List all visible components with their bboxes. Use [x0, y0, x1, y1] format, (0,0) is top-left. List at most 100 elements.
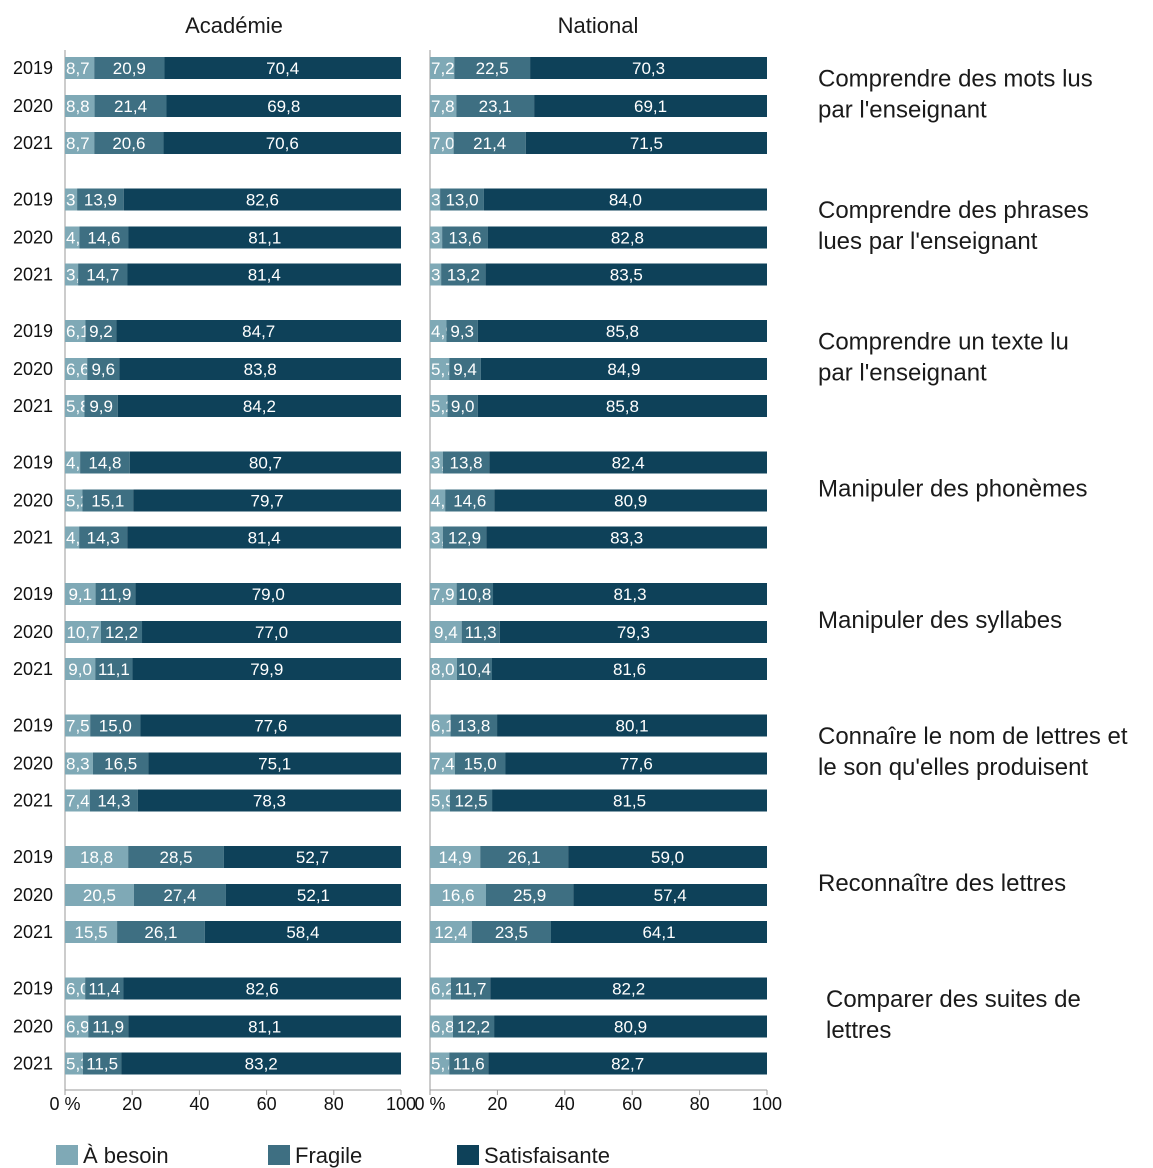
- bar-segment-satisfaisante: [497, 714, 767, 737]
- bar-segment-besoin: [65, 451, 81, 474]
- bar-segment-satisfaisante: [488, 1052, 767, 1075]
- data-label-besoin: 8,7: [66, 59, 90, 78]
- data-label-besoin: 9,0: [68, 660, 92, 679]
- year-label: 2019: [13, 58, 53, 78]
- data-label-besoin: 6,9: [66, 1018, 90, 1037]
- data-label-besoin: 7,5: [66, 717, 90, 736]
- data-label-fragile: 11,3: [465, 623, 497, 642]
- data-label-besoin: 7,2: [431, 59, 455, 78]
- bar-segment-satisfaisante: [568, 846, 767, 868]
- data-label-besoin: 15,5: [74, 923, 107, 942]
- data-label-fragile: 14,6: [453, 492, 486, 511]
- data-label-fragile: 11,9: [92, 1018, 124, 1037]
- bar-segment-besoin: [65, 1015, 89, 1038]
- data-label-satisfaisante: 70,4: [266, 59, 299, 78]
- data-label-besoin: 10,7: [66, 623, 99, 642]
- bar-segment-fragile: [85, 977, 124, 1000]
- bar-segment-besoin: [65, 658, 96, 680]
- bar-segment-fragile: [450, 714, 498, 737]
- data-label-besoin: 6,0: [66, 980, 90, 999]
- legend-label-satisfaisante: Satisfaisante: [484, 1143, 610, 1168]
- bar-segment-fragile: [95, 583, 136, 605]
- bar-segment-satisfaisante: [133, 489, 401, 512]
- skill-label: par l'enseignant: [818, 97, 987, 124]
- data-label-fragile: 14,6: [87, 229, 120, 248]
- bar-segment-satisfaisante: [225, 884, 401, 906]
- panel-title-national: National: [558, 13, 639, 38]
- data-label-besoin: 7,8: [431, 97, 455, 116]
- year-label: 2020: [13, 96, 53, 116]
- data-label-besoin: 18,8: [80, 848, 113, 867]
- tick-label-academie: 0 %: [49, 1094, 80, 1114]
- tick-label-academie: 80: [324, 1094, 344, 1114]
- bar-segment-satisfaisante: [117, 395, 401, 417]
- bar-segment-satisfaisante: [164, 57, 401, 79]
- bar-segment-fragile: [94, 57, 165, 79]
- data-label-satisfaisante: 79,7: [251, 492, 284, 511]
- data-label-fragile: 14,8: [88, 454, 121, 473]
- bar-segment-besoin: [430, 57, 455, 79]
- bar-segment-besoin: [430, 226, 443, 249]
- data-label-besoin: 6,6: [66, 360, 90, 379]
- data-label-fragile: 12,2: [457, 1018, 490, 1037]
- bar-segment-fragile: [87, 358, 120, 380]
- bar-segment-fragile: [82, 1052, 122, 1075]
- bar-segment-fragile: [456, 95, 535, 117]
- bar-segment-besoin: [430, 320, 447, 342]
- year-label: 2019: [13, 847, 53, 867]
- data-label-fragile: 13,9: [84, 191, 117, 210]
- bar-segment-besoin: [65, 188, 78, 211]
- bar-segment-fragile: [441, 263, 486, 286]
- bar-segment-fragile: [442, 526, 487, 549]
- data-label-fragile: 12,5: [454, 792, 487, 811]
- bar-segment-besoin: [65, 132, 95, 154]
- data-label-fragile: 26,1: [508, 848, 541, 867]
- data-label-besoin: 16,6: [441, 886, 474, 905]
- data-label-satisfaisante: 82,4: [612, 454, 645, 473]
- skill-label: Connaîre le nom de lettres et: [818, 723, 1128, 750]
- bar-segment-satisfaisante: [492, 658, 767, 680]
- bar-segment-besoin: [430, 526, 443, 549]
- bar-segment-fragile: [449, 1052, 489, 1075]
- data-label-satisfaisante: 80,9: [614, 1018, 647, 1037]
- data-label-satisfaisante: 70,6: [266, 134, 299, 153]
- data-label-besoin: 7,4: [431, 755, 455, 774]
- data-label-fragile: 12,9: [448, 529, 481, 548]
- data-label-fragile: 11,6: [453, 1055, 485, 1074]
- data-label-fragile: 15,0: [464, 755, 497, 774]
- bar-segment-fragile: [446, 320, 478, 342]
- bar-segment-fragile: [133, 884, 226, 906]
- skill-label: le son qu'elles produisent: [818, 754, 1088, 781]
- data-label-fragile: 9,2: [89, 322, 113, 341]
- data-label-besoin: 5,8: [66, 397, 90, 416]
- bar-segment-besoin: [430, 752, 455, 775]
- skill-label: lettres: [826, 1017, 891, 1044]
- bar-segment-satisfaisante: [121, 1052, 401, 1075]
- data-label-besoin: 14,9: [439, 848, 472, 867]
- legend-swatch-fragile: [268, 1145, 290, 1165]
- bar-segment-fragile: [480, 846, 569, 868]
- legend-label-besoin: À besoin: [83, 1143, 169, 1168]
- bar-segment-besoin: [430, 714, 451, 737]
- data-label-satisfaisante: 77,6: [254, 717, 287, 736]
- bar-segment-besoin: [65, 846, 129, 868]
- year-label: 2020: [13, 754, 53, 774]
- bar-segment-fragile: [128, 846, 224, 868]
- bar-segment-fragile: [77, 188, 124, 211]
- data-label-fragile: 15,1: [91, 492, 124, 511]
- data-label-fragile: 13,0: [445, 191, 478, 210]
- bar-segment-fragile: [84, 395, 118, 417]
- bar-segment-satisfaisante: [127, 526, 401, 549]
- data-label-besoin: 12,4: [434, 923, 467, 942]
- data-label-fragile: 21,4: [473, 134, 506, 153]
- bar-segment-fragile: [485, 884, 574, 906]
- bar-segment-besoin: [430, 95, 457, 117]
- bar-segment-satisfaisante: [116, 320, 402, 342]
- bar-segment-besoin: [430, 884, 486, 906]
- bar-segment-besoin: [430, 789, 450, 812]
- bar-segment-satisfaisante: [477, 395, 767, 417]
- data-label-fragile: 28,5: [160, 848, 193, 867]
- data-label-fragile: 22,5: [476, 59, 509, 78]
- data-label-satisfaisante: 81,5: [613, 792, 646, 811]
